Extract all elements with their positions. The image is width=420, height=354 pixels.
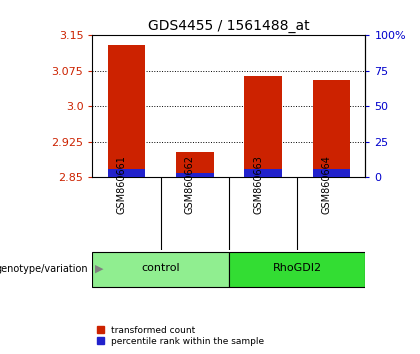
Bar (244, 169, 282, 177)
Text: GSM860662: GSM860662 (185, 155, 195, 214)
Text: GSM860663: GSM860663 (253, 155, 263, 214)
Text: RhoGDI2: RhoGDI2 (273, 263, 322, 273)
Text: genotype/variation: genotype/variation (0, 264, 88, 274)
Bar (176, 173, 213, 177)
Text: GSM860661: GSM860661 (116, 155, 126, 214)
Title: GDS4455 / 1561488_at: GDS4455 / 1561488_at (148, 19, 310, 33)
Bar (108, 45, 145, 177)
Bar (312, 170, 350, 177)
Text: ▶: ▶ (94, 264, 103, 274)
Bar (312, 80, 350, 177)
Bar (244, 75, 282, 177)
Text: control: control (142, 263, 180, 273)
Bar (229, 251, 365, 287)
Legend: transformed count, percentile rank within the sample: transformed count, percentile rank withi… (97, 326, 265, 346)
Text: GSM860664: GSM860664 (321, 155, 331, 214)
Bar (176, 152, 213, 177)
Bar (108, 169, 145, 177)
Bar (92, 251, 229, 287)
